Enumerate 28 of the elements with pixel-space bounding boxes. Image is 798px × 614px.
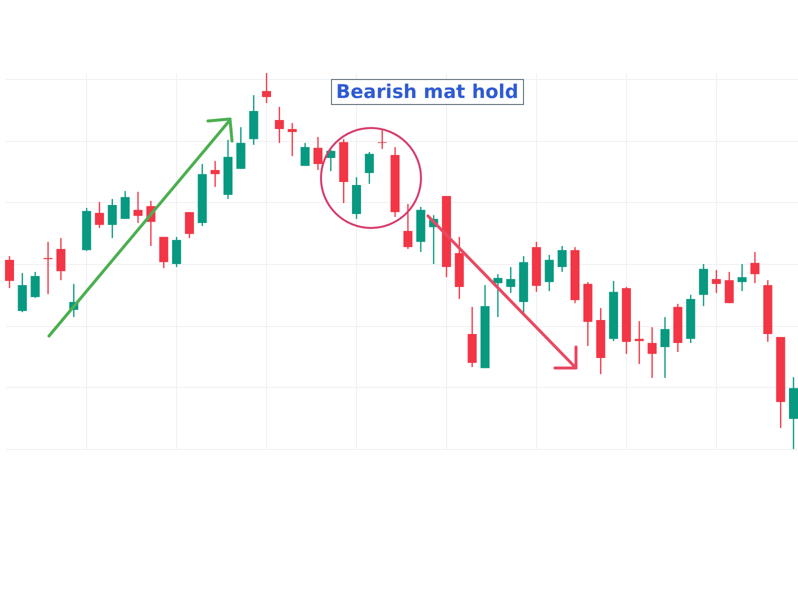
candlestick xyxy=(712,269,721,294)
candlestick xyxy=(403,203,412,250)
candlestick xyxy=(108,198,117,239)
candlestick xyxy=(30,271,40,298)
candlestick xyxy=(300,142,310,167)
annotation: Bearish mat hold xyxy=(331,79,524,105)
candlestick xyxy=(506,266,516,294)
candlestick xyxy=(120,190,130,220)
candlestick xyxy=(364,151,374,185)
candlestick xyxy=(544,254,554,292)
candlestick xyxy=(56,237,66,281)
candlestick xyxy=(262,72,272,104)
candlestick xyxy=(750,251,760,284)
candlestick xyxy=(313,136,322,171)
candlestick xyxy=(94,201,104,229)
candlestick xyxy=(288,122,297,157)
candlestick xyxy=(493,274,502,318)
candlestick xyxy=(184,211,194,239)
candlestick xyxy=(210,160,220,188)
candlestick xyxy=(724,271,734,304)
candlestick xyxy=(738,263,747,292)
candlestick xyxy=(5,255,14,289)
candlestick xyxy=(134,191,143,224)
candlestick xyxy=(378,128,387,150)
candlestick xyxy=(648,326,657,379)
candlestick xyxy=(660,316,670,379)
candlestick xyxy=(274,106,284,144)
candlestick xyxy=(558,245,567,273)
